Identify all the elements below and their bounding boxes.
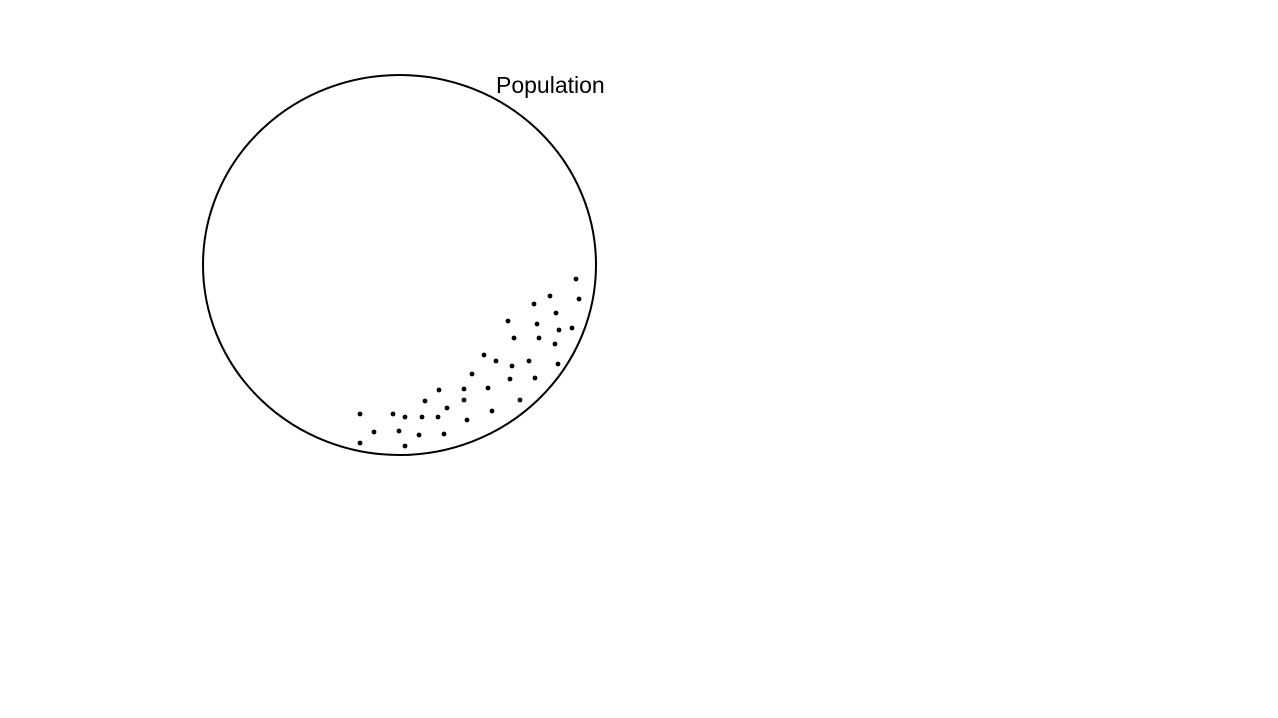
sample-dot bbox=[461, 397, 467, 403]
sample-dot bbox=[416, 432, 422, 438]
sample-dot bbox=[507, 376, 513, 382]
sample-dot bbox=[422, 398, 428, 404]
sample-dot bbox=[489, 408, 495, 414]
sample-dot bbox=[556, 327, 562, 333]
sample-dot bbox=[534, 321, 540, 327]
sample-dot bbox=[493, 358, 499, 364]
population-circle bbox=[202, 74, 597, 456]
sample-dot bbox=[444, 405, 450, 411]
sample-dot bbox=[569, 325, 575, 331]
sample-dot bbox=[509, 363, 515, 369]
population-label: Population bbox=[496, 72, 605, 98]
sample-dots bbox=[357, 276, 582, 449]
sample-dot bbox=[464, 417, 470, 423]
sample-dot bbox=[517, 397, 523, 403]
sample-dot bbox=[390, 411, 396, 417]
sample-dot bbox=[505, 318, 511, 324]
sample-dot bbox=[357, 411, 363, 417]
sample-dot bbox=[419, 414, 425, 420]
sample-dot bbox=[511, 335, 517, 341]
sample-dot bbox=[552, 341, 558, 347]
sample-dot bbox=[536, 335, 542, 341]
sample-dot bbox=[573, 276, 579, 282]
sample-dot bbox=[435, 414, 441, 420]
sample-dot bbox=[402, 414, 408, 420]
sample-dot bbox=[526, 358, 532, 364]
sample-dot bbox=[532, 375, 538, 381]
sample-dot bbox=[553, 310, 559, 316]
sample-dot bbox=[469, 371, 475, 377]
sample-dot bbox=[357, 440, 363, 446]
sample-dot bbox=[402, 443, 408, 449]
sample-dot bbox=[436, 387, 442, 393]
sample-dot bbox=[441, 431, 447, 437]
sample-dot bbox=[371, 429, 377, 435]
sample-dot bbox=[396, 428, 402, 434]
sample-dot bbox=[547, 293, 553, 299]
sample-dot bbox=[555, 361, 561, 367]
sample-dot bbox=[481, 352, 487, 358]
sample-dot bbox=[461, 386, 467, 392]
sample-dot bbox=[485, 385, 491, 391]
sample-dot bbox=[576, 296, 582, 302]
sample-dot bbox=[531, 301, 537, 307]
